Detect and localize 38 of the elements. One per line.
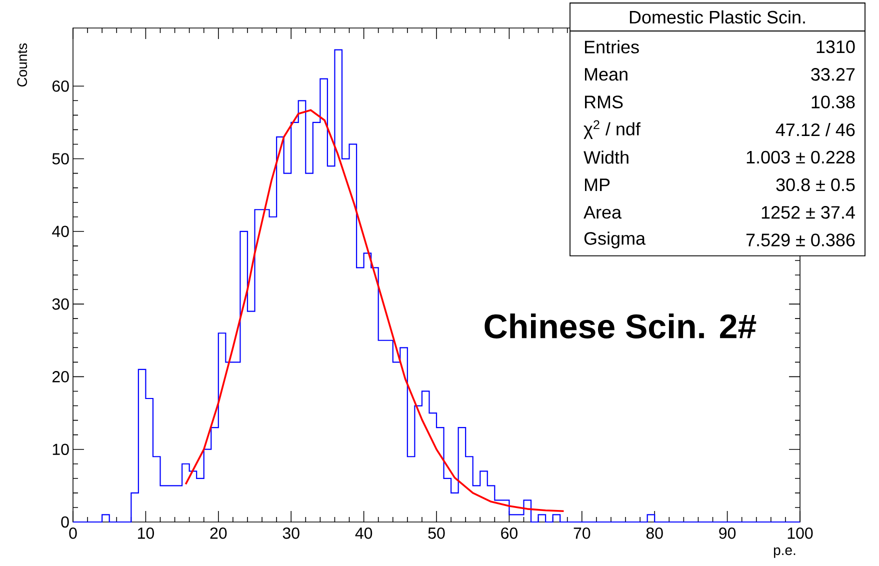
x-tick-label: 10 bbox=[138, 528, 154, 539]
x-tick-label: 100 bbox=[788, 528, 813, 539]
y-tick-label: 50 bbox=[52, 153, 69, 164]
annotation: Mean bbox=[585, 68, 628, 81]
text: 33.27 bbox=[811, 68, 855, 81]
annotation: 30.8 ± 0.5 bbox=[776, 178, 855, 192]
x-tick-label: 20 bbox=[210, 528, 227, 539]
text: 1310 bbox=[816, 40, 855, 54]
y-tick-label: 0 bbox=[61, 516, 69, 528]
annotation: Gsigma bbox=[584, 232, 646, 248]
y-tick-label: 40 bbox=[52, 226, 69, 238]
annotation: Area bbox=[584, 206, 622, 219]
y-tick-label: 30 bbox=[52, 298, 69, 310]
y-tick-label: 10 bbox=[52, 444, 69, 456]
annotation: RMS bbox=[585, 96, 623, 108]
x-tick-label: 60 bbox=[501, 528, 518, 539]
x-axis-title: p.e. bbox=[774, 547, 796, 558]
y-tick-label: 60 bbox=[52, 80, 69, 92]
annotation: 47.12 / 46 bbox=[776, 122, 855, 136]
x-tick-label: 80 bbox=[646, 528, 663, 539]
x-tick-label: 0 bbox=[69, 528, 77, 539]
text: Domestic Plastic Scin. bbox=[630, 10, 805, 24]
x-tick-label: 30 bbox=[282, 528, 300, 539]
annotation: Entries bbox=[585, 40, 639, 54]
annotation: χ$^{2}$ / ndf bbox=[584, 120, 641, 139]
x-tick-label: 50 bbox=[428, 528, 445, 539]
x-tick-label: 40 bbox=[355, 528, 372, 539]
annotation: 1.003 ± 0.228 bbox=[746, 150, 855, 164]
text: 10.38 bbox=[812, 96, 855, 108]
annotation: Width bbox=[584, 150, 628, 164]
annotation: MP bbox=[585, 178, 610, 191]
annotation: Chinese Scin. 2# bbox=[484, 314, 756, 338]
annotation: 7.529 ± 0.386 bbox=[746, 234, 855, 246]
y-axis-title: Counts bbox=[17, 43, 28, 87]
x-tick-label: 90 bbox=[719, 528, 736, 539]
x-tick-label: 70 bbox=[574, 528, 590, 539]
annotation: 1252 ± 37.4 bbox=[762, 206, 855, 219]
y-tick-label: 20 bbox=[52, 371, 69, 382]
